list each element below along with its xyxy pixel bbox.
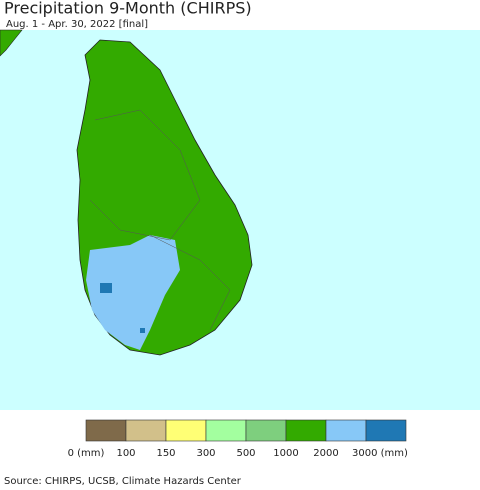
legend-label: 2000 [313,448,338,459]
legend-label: 500 [236,448,255,459]
district-border [89,109,201,241]
legend-swatch [125,419,167,442]
legend-swatch [325,419,367,442]
legend-label: 3000 (mm) [352,448,408,459]
legend-swatch [365,419,407,442]
legend-label: 0 (mm) [68,448,105,459]
legend-label: 150 [156,448,175,459]
legend-swatch [245,419,287,442]
legend-swatch [85,419,127,442]
subtitle: Aug. 1 - Apr. 30, 2022 [final] [6,19,148,30]
legend-label: 1000 [273,448,298,459]
legend-label: 300 [196,448,215,459]
legend-swatch [205,419,247,442]
india-coast [0,29,23,57]
district-border [149,234,231,331]
title: Precipitation 9-Month (CHIRPS) [4,0,252,18]
very-wet-area [100,283,112,293]
very-wet-area [140,328,145,333]
source: Source: CHIRPS, UCSB, Climate Hazards Ce… [4,476,242,487]
wet-zone [86,235,180,350]
legend-swatch [285,419,327,442]
legend-swatch [165,419,207,442]
legend-label: 100 [116,448,135,459]
legend: 0 (mm) 100 150 300 500 1000 2000 3000 (mm) [68,419,408,459]
